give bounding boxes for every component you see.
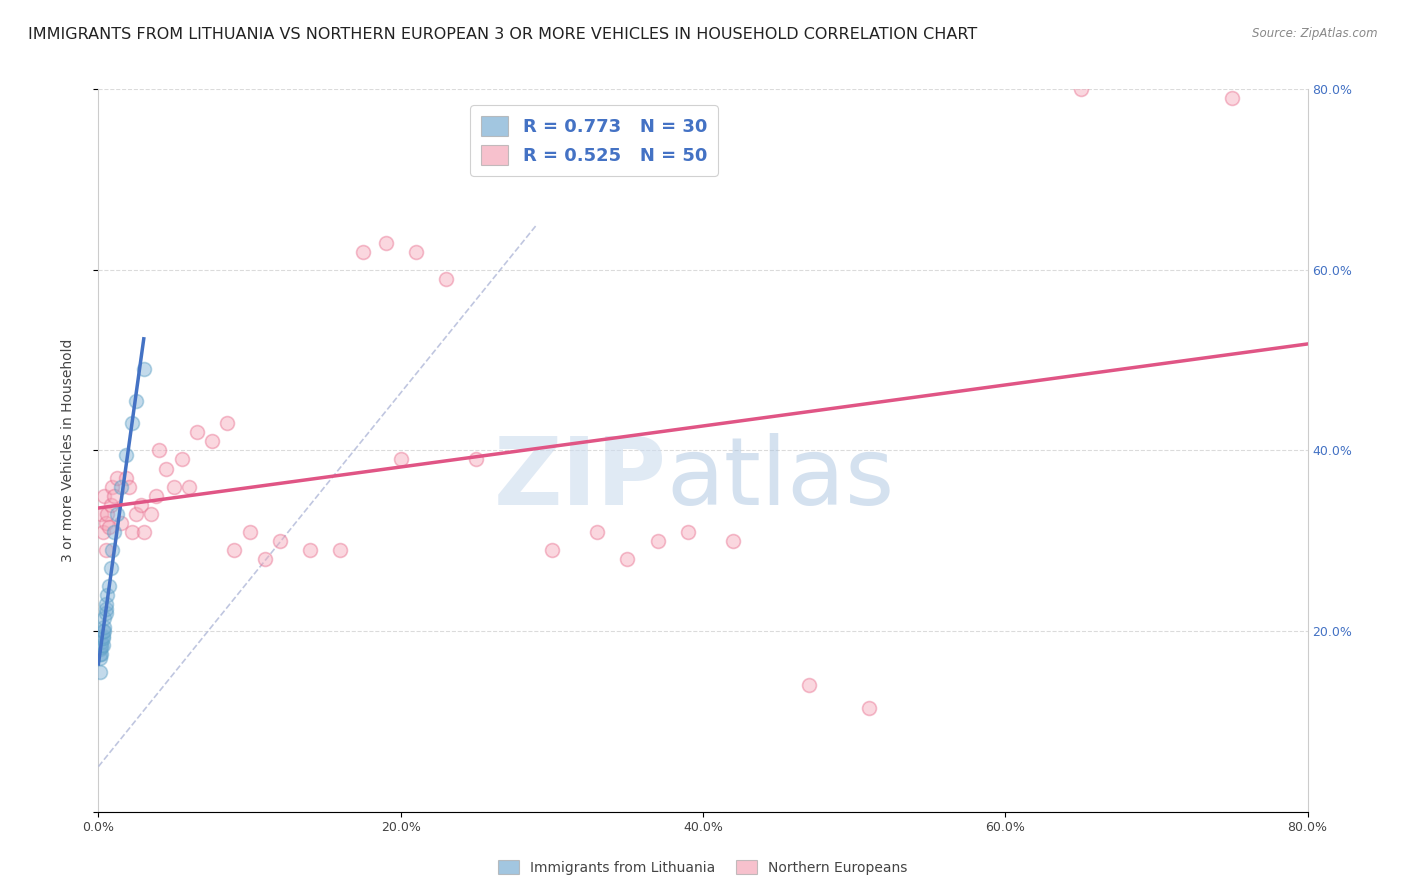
- Point: [90, 638, 112, 652]
- Point: [647, 533, 669, 548]
- Point: [94, 516, 117, 530]
- Point: [163, 480, 186, 494]
- Point: [94, 542, 117, 557]
- Point: [616, 551, 638, 566]
- Point: [129, 498, 152, 512]
- Point: [91, 624, 114, 639]
- Point: [145, 489, 167, 503]
- Legend: Immigrants from Lithuania, Northern Europeans: Immigrants from Lithuania, Northern Euro…: [492, 855, 914, 880]
- Point: [103, 524, 125, 539]
- Text: atlas: atlas: [666, 434, 896, 525]
- Point: [299, 542, 322, 557]
- Point: [114, 448, 136, 462]
- Point: [100, 498, 122, 512]
- Point: [101, 480, 124, 494]
- Point: [89, 642, 111, 657]
- Point: [98, 520, 121, 534]
- Point: [148, 443, 170, 458]
- Point: [96, 588, 118, 602]
- Point: [723, 533, 745, 548]
- Point: [239, 524, 262, 539]
- Point: [91, 638, 114, 652]
- Point: [105, 470, 128, 484]
- Text: ZIP: ZIP: [494, 434, 666, 525]
- Point: [1220, 91, 1243, 105]
- Point: [89, 651, 111, 665]
- Point: [91, 632, 114, 646]
- Point: [858, 701, 880, 715]
- Point: [91, 629, 114, 643]
- Point: [352, 244, 374, 259]
- Text: IMMIGRANTS FROM LITHUANIA VS NORTHERN EUROPEAN 3 OR MORE VEHICLES IN HOUSEHOLD C: IMMIGRANTS FROM LITHUANIA VS NORTHERN EU…: [28, 27, 977, 42]
- Point: [132, 362, 155, 376]
- Point: [105, 507, 128, 521]
- Point: [93, 624, 115, 639]
- Text: Source: ZipAtlas.com: Source: ZipAtlas.com: [1253, 27, 1378, 40]
- Point: [93, 489, 115, 503]
- Point: [96, 507, 118, 521]
- Point: [101, 542, 124, 557]
- Point: [155, 461, 177, 475]
- Point: [329, 542, 352, 557]
- Point: [91, 524, 114, 539]
- Point: [374, 235, 396, 250]
- Point: [125, 393, 148, 408]
- Point: [540, 542, 562, 557]
- Point: [676, 524, 699, 539]
- Point: [586, 524, 609, 539]
- Point: [125, 507, 148, 521]
- Point: [170, 452, 193, 467]
- Legend: R = 0.773   N = 30, R = 0.525   N = 50: R = 0.773 N = 30, R = 0.525 N = 50: [470, 105, 718, 176]
- Point: [215, 417, 238, 431]
- Point: [100, 561, 122, 575]
- Point: [141, 507, 163, 521]
- Point: [90, 632, 112, 646]
- Point: [179, 480, 201, 494]
- Point: [90, 635, 112, 649]
- Point: [465, 452, 488, 467]
- Point: [132, 524, 155, 539]
- Point: [90, 640, 112, 655]
- Point: [90, 647, 112, 661]
- Point: [94, 601, 117, 615]
- Point: [797, 678, 820, 692]
- Point: [389, 452, 412, 467]
- Point: [94, 597, 117, 611]
- Point: [1070, 82, 1092, 96]
- Point: [89, 647, 111, 661]
- Point: [110, 480, 132, 494]
- Point: [253, 551, 276, 566]
- Point: [186, 425, 208, 440]
- Point: [118, 480, 141, 494]
- Point: [93, 610, 115, 624]
- Point: [114, 470, 136, 484]
- Point: [201, 434, 224, 449]
- Point: [93, 619, 115, 633]
- Point: [103, 489, 125, 503]
- Point: [110, 516, 132, 530]
- Point: [89, 665, 111, 679]
- Y-axis label: 3 or more Vehicles in Household: 3 or more Vehicles in Household: [60, 339, 75, 562]
- Point: [90, 507, 112, 521]
- Point: [405, 244, 427, 259]
- Point: [434, 272, 457, 286]
- Point: [224, 542, 246, 557]
- Point: [121, 524, 143, 539]
- Point: [94, 606, 117, 620]
- Point: [269, 533, 291, 548]
- Point: [121, 417, 143, 431]
- Point: [98, 579, 121, 593]
